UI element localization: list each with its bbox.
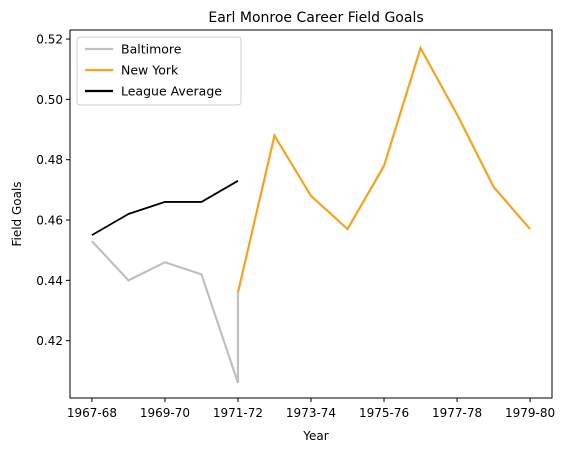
legend-label-league-average: League Average <box>121 84 222 99</box>
x-tick-label: 1973-74 <box>286 406 336 420</box>
y-axis-label: Field Goals <box>10 181 24 246</box>
legend-label-baltimore: Baltimore <box>121 42 182 57</box>
x-tick-label: 1979-80 <box>505 406 555 420</box>
x-tick-label: 1969-70 <box>140 406 190 420</box>
y-tick-label: 0.48 <box>36 153 63 167</box>
series-line-league-average <box>91 180 239 236</box>
y-tick-label: 0.50 <box>36 93 63 107</box>
legend-box <box>76 36 242 106</box>
series-line-baltimore <box>91 240 240 384</box>
x-tick-label: 1977-78 <box>432 406 482 420</box>
series-line-new-york <box>236 45 531 293</box>
x-axis-label: Year <box>302 429 328 443</box>
y-tick-label: 0.52 <box>36 33 63 47</box>
x-tick-label: 1975-76 <box>359 406 409 420</box>
y-tick-label: 0.46 <box>36 214 63 228</box>
plot-area <box>91 45 531 384</box>
y-tick-label: 0.42 <box>36 334 63 348</box>
legend: Baltimore New York League Average <box>76 36 242 106</box>
y-axis: 0.42 0.44 0.46 0.48 0.50 0.52 <box>36 33 70 348</box>
y-tick-label: 0.44 <box>36 274 63 288</box>
chart-title: Earl Monroe Career Field Goals <box>208 10 423 26</box>
x-tick-label: 1971-72 <box>213 406 263 420</box>
legend-label-new-york: New York <box>121 63 179 78</box>
x-tick-label: 1967-68 <box>67 406 117 420</box>
x-axis: 1967-68 1969-70 1971-72 1973-74 1975-76 1977-… <box>67 398 555 420</box>
